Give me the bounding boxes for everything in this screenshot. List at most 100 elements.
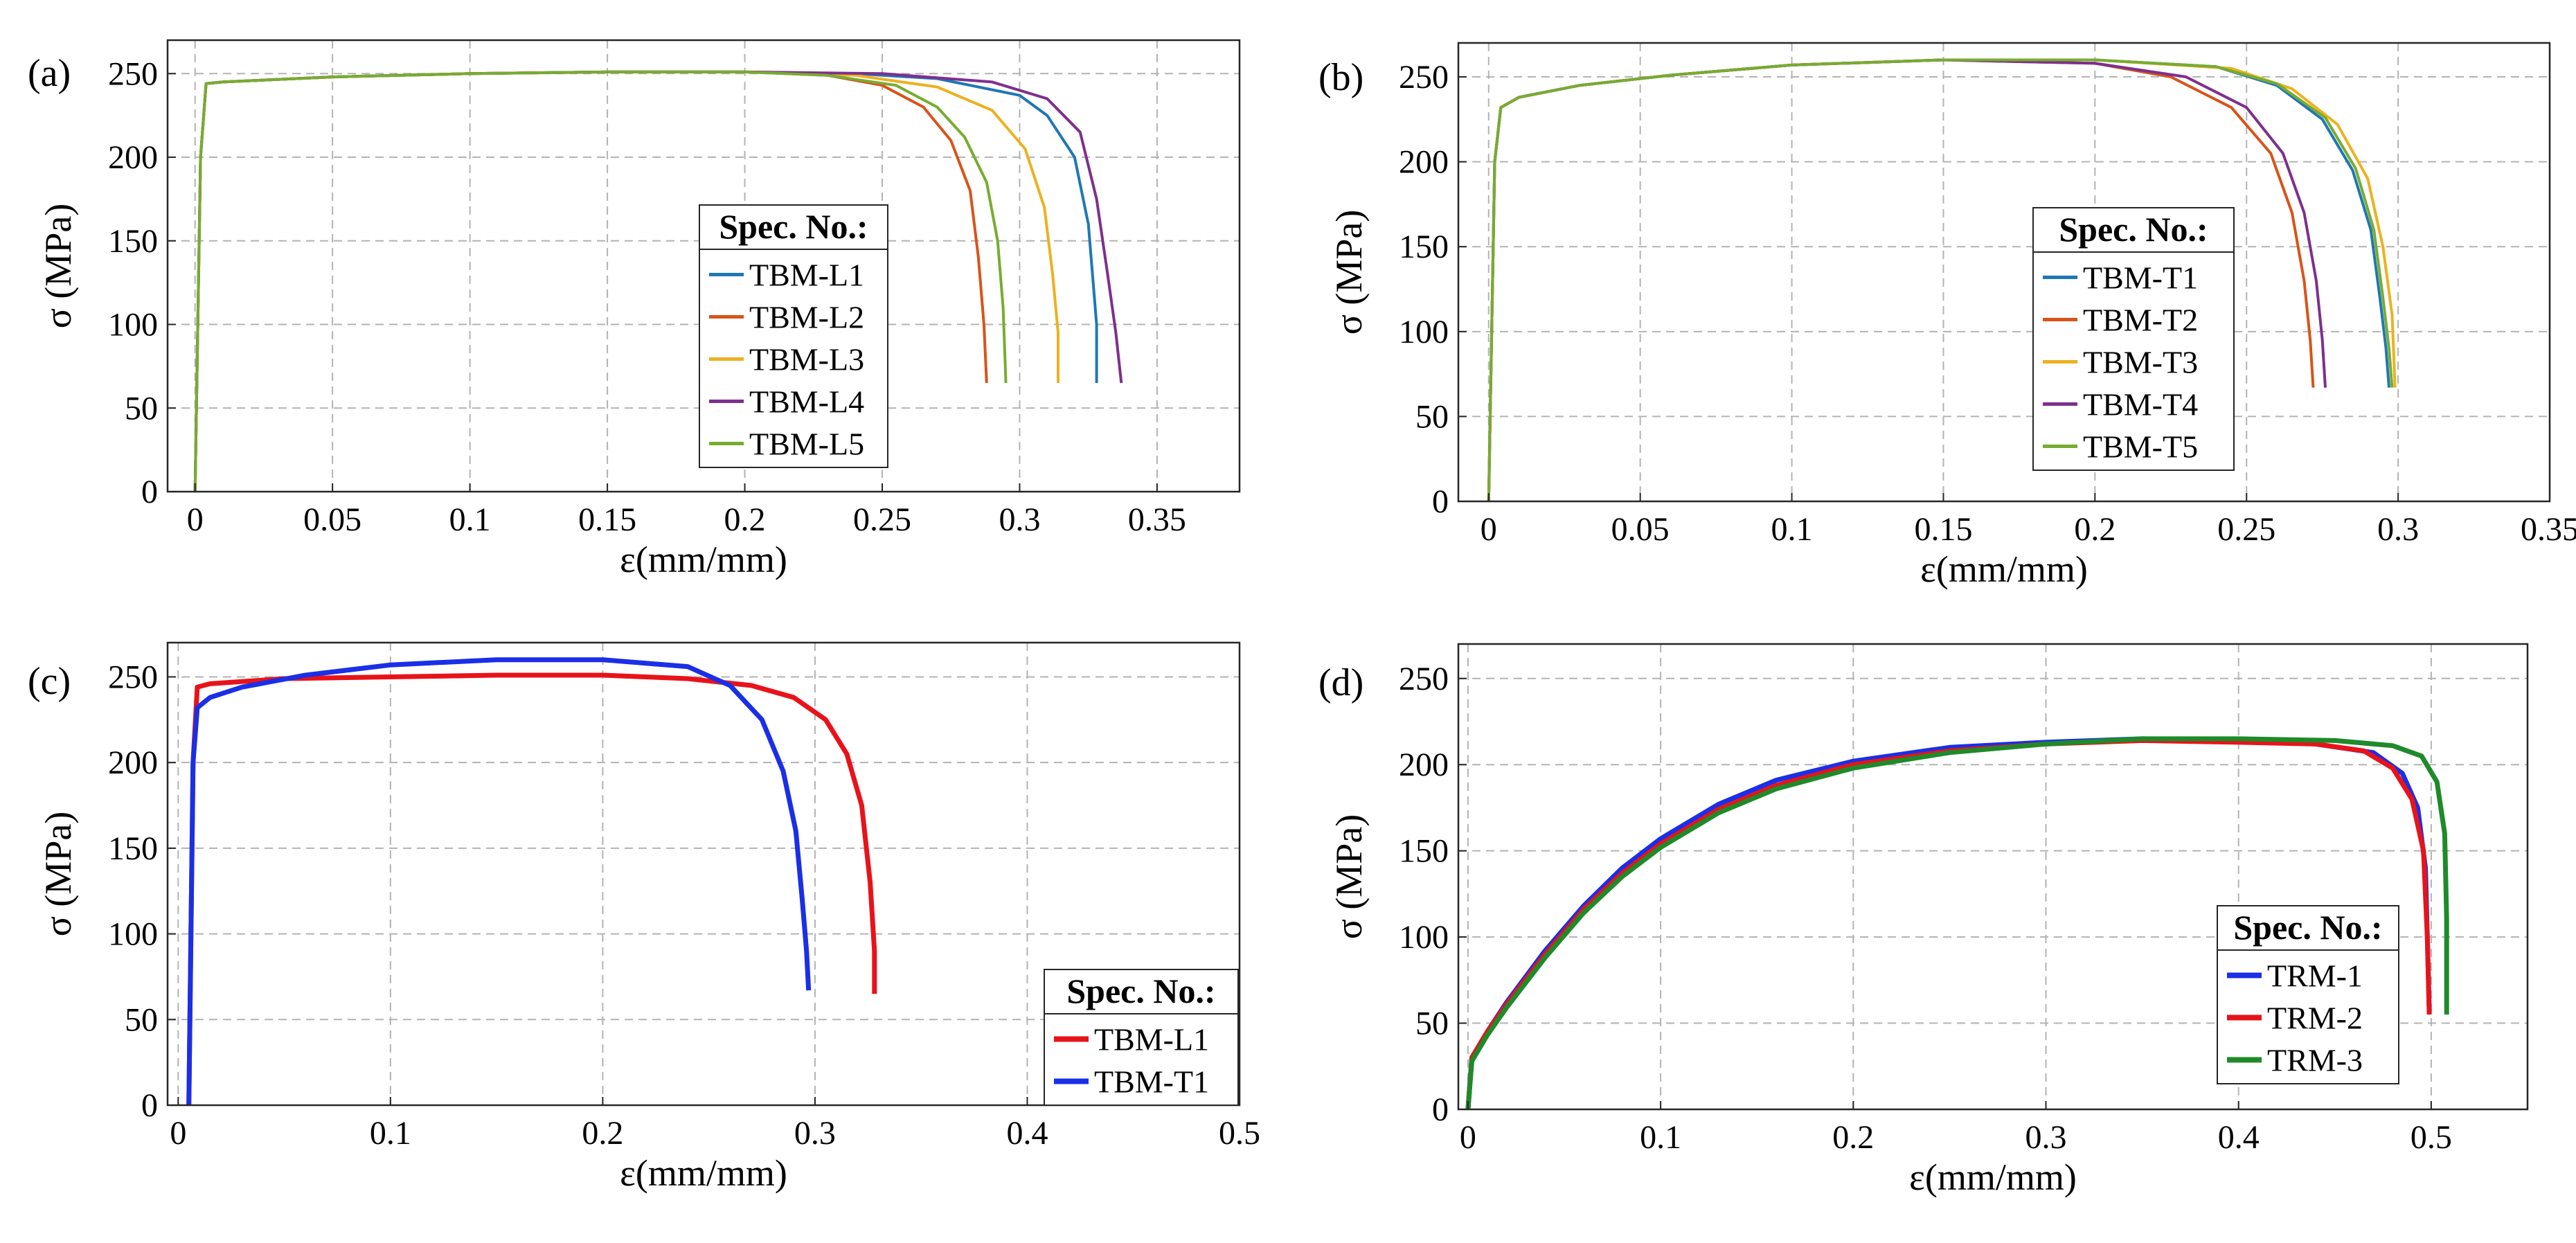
y-axis-label: σ (MPa) bbox=[37, 812, 79, 937]
legend-entry: TBM-T1 bbox=[1094, 1064, 1209, 1100]
axes-frame bbox=[166, 39, 1241, 493]
legend-entry: TBM-L5 bbox=[749, 427, 864, 462]
x-tick-label: 0.2 bbox=[2074, 511, 2116, 548]
y-tick-label: 250 bbox=[108, 55, 158, 92]
y-tick-label: 200 bbox=[1399, 144, 1449, 181]
y-tick-label: 100 bbox=[1399, 314, 1449, 350]
x-tick-label: 0.5 bbox=[2410, 1119, 2452, 1156]
x-tick-label: 0 bbox=[1460, 1119, 1476, 1156]
legend-title: Spec. No.: bbox=[2059, 210, 2208, 249]
y-tick-label: 200 bbox=[108, 139, 158, 176]
x-axis-label: ε(mm/mm) bbox=[1909, 1156, 2077, 1198]
y-tick-label: 50 bbox=[1415, 398, 1449, 435]
x-tick-label: 0.35 bbox=[2521, 511, 2576, 548]
y-tick-label: 250 bbox=[1399, 661, 1449, 697]
x-tick-label: 0.1 bbox=[1771, 511, 1813, 548]
legend-title: Spec. No.: bbox=[1066, 972, 1215, 1010]
x-tick-label: 0.25 bbox=[2217, 511, 2275, 548]
legend-title: Spec. No.: bbox=[2233, 908, 2382, 947]
panel-label: (a) bbox=[28, 52, 71, 95]
y-axis-label: σ (MPa) bbox=[1328, 210, 1370, 335]
x-axis-label: ε(mm/mm) bbox=[620, 1152, 787, 1194]
x-tick-label: 0.1 bbox=[449, 501, 491, 538]
legend-entry: TBM-L3 bbox=[749, 342, 864, 377]
x-tick-label: 0.2 bbox=[1832, 1119, 1874, 1156]
y-tick-label: 50 bbox=[125, 390, 158, 427]
legend: Spec. No.: TBM-T1 TBM-T2 TBM-T3 TBM-T4 TBM-T5 bbox=[2032, 207, 2235, 471]
y-tick-label: 0 bbox=[1432, 483, 1449, 520]
x-axis-label: ε(mm/mm) bbox=[1920, 548, 2088, 590]
y-tick-label: 250 bbox=[108, 659, 158, 695]
x-tick-label: 0.2 bbox=[724, 501, 766, 538]
legend-entry: TBM-L1 bbox=[1094, 1022, 1209, 1057]
legend: Spec. No.: TRM-1 TRM-2 TRM-3 bbox=[2217, 905, 2399, 1084]
series-line-tbm-l5 bbox=[193, 70, 1008, 492]
y-tick-label: 100 bbox=[108, 916, 158, 953]
panel-d: 0 0.1 0.2 0.3 0.4 0.5 0 50 100 150 200 250 ε(mm/mm) σ… bbox=[1318, 643, 2529, 1198]
legend-entry: TBM-T5 bbox=[2083, 429, 2198, 465]
legend-entry: TBM-L4 bbox=[749, 384, 864, 420]
axes-frame bbox=[166, 641, 1241, 1107]
x-tick-label: 0.3 bbox=[794, 1115, 836, 1152]
y-tick-label: 100 bbox=[1399, 919, 1449, 956]
axes-frame bbox=[1457, 42, 2551, 503]
y-tick-label: 100 bbox=[108, 307, 158, 343]
series-line-tbm-t1 bbox=[186, 657, 812, 1105]
y-tick-label: 50 bbox=[1415, 1005, 1449, 1042]
y-tick-label: 150 bbox=[1399, 229, 1449, 265]
x-tick-label: 0 bbox=[170, 1115, 186, 1152]
y-tick-label: 200 bbox=[1399, 746, 1449, 783]
x-tick-label: 0 bbox=[187, 501, 204, 538]
legend-entry: TRM-2 bbox=[2267, 1001, 2363, 1036]
x-tick-label: 0.05 bbox=[303, 501, 361, 538]
axes-frame bbox=[1457, 643, 2529, 1111]
x-axis-label: ε(mm/mm) bbox=[620, 539, 787, 580]
x-tick-label: 0.15 bbox=[1914, 511, 1972, 548]
series-line-tbm-l1 bbox=[186, 672, 877, 1105]
y-tick-label: 0 bbox=[141, 1087, 158, 1124]
panel-label: (c) bbox=[28, 660, 71, 703]
panel-label: (d) bbox=[1318, 661, 1363, 704]
x-tick-label: 0.1 bbox=[1640, 1119, 1681, 1156]
x-tick-label: 0.2 bbox=[582, 1115, 623, 1152]
y-axis-label: σ (MPa) bbox=[37, 204, 79, 329]
y-tick-label: 150 bbox=[108, 223, 158, 260]
legend-title: Spec. No.: bbox=[719, 207, 868, 246]
panel-a: 0 0.05 0.1 0.15 0.2 0.25 0.3 0.35 0 50 100 150 200 25… bbox=[28, 39, 1241, 580]
x-tick-label: 0.5 bbox=[1219, 1115, 1260, 1152]
legend-entry: TBM-T4 bbox=[2083, 387, 2198, 422]
legend-entry: TBM-L1 bbox=[749, 258, 864, 293]
x-tick-label: 0.05 bbox=[1611, 511, 1670, 548]
legend-box bbox=[2217, 905, 2399, 1084]
y-axis-label: σ (MPa) bbox=[1328, 814, 1370, 940]
x-tick-label: 0.25 bbox=[853, 501, 911, 538]
y-tick-label: 50 bbox=[125, 1001, 158, 1038]
panel-label: (b) bbox=[1318, 56, 1363, 99]
x-tick-label: 0.4 bbox=[1006, 1115, 1048, 1152]
x-tick-label: 0.15 bbox=[578, 501, 636, 538]
legend-entry: TBM-T2 bbox=[2083, 303, 2198, 338]
x-tick-label: 0.3 bbox=[2025, 1119, 2067, 1156]
x-tick-label: 0 bbox=[1481, 511, 1497, 548]
panel-b: 0 0.05 0.1 0.15 0.2 0.25 0.3 0.35 0 50 100 150 200 25… bbox=[1318, 42, 2576, 590]
legend: Spec. No.: TBM-L1 TBM-L2 TBM-L3 TBM-L4 TBM-L5 bbox=[699, 204, 888, 468]
x-tick-label: 0.4 bbox=[2218, 1119, 2260, 1156]
y-tick-label: 200 bbox=[108, 744, 158, 781]
legend-entry: TBM-L2 bbox=[749, 300, 864, 335]
legend-entry: TBM-T1 bbox=[2083, 260, 2198, 296]
legend-entry: TBM-T3 bbox=[2083, 345, 2198, 380]
series-line-tbm-t5 bbox=[1487, 58, 2394, 501]
y-tick-label: 150 bbox=[108, 830, 158, 867]
panel-c: 0 0.1 0.2 0.3 0.4 0.5 0 50 100 150 200 250 ε(mm/mm) σ… bbox=[28, 641, 1260, 1194]
legend-entry: TRM-3 bbox=[2267, 1043, 2363, 1078]
x-tick-label: 0.3 bbox=[2377, 511, 2419, 548]
y-tick-label: 0 bbox=[1432, 1091, 1449, 1128]
y-tick-label: 0 bbox=[141, 474, 158, 510]
x-tick-label: 0.35 bbox=[1128, 501, 1186, 538]
legend-entry: TRM-1 bbox=[2267, 958, 2363, 994]
x-tick-label: 0.3 bbox=[999, 501, 1040, 538]
y-tick-label: 150 bbox=[1399, 833, 1449, 870]
legend: Spec. No.: TBM-L1 TBM-T1 bbox=[1044, 969, 1239, 1106]
